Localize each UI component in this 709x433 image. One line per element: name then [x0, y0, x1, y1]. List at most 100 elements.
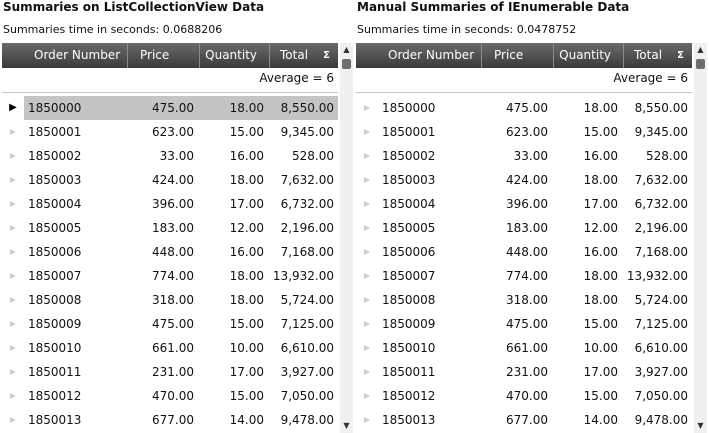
- cell-order-number: 1850006: [382, 245, 436, 259]
- cell-total: 7,632.00: [634, 173, 688, 187]
- table-row[interactable]: ▶ 1850011 231.00 17.00 3,927.00: [356, 360, 692, 384]
- cell-order-number: 1850006: [28, 245, 82, 259]
- cell-total: 528.00: [292, 149, 334, 163]
- vertical-scrollbar[interactable]: ▲ ▼: [694, 43, 707, 433]
- column-header-quantity[interactable]: Quantity: [554, 43, 624, 68]
- column-header-quantity[interactable]: Quantity: [200, 43, 270, 68]
- cell-total: 2,196.00: [280, 221, 334, 235]
- row-indicator-icon: ▶: [363, 271, 371, 280]
- vertical-scrollbar[interactable]: ▲ ▼: [340, 43, 353, 433]
- column-header-total[interactable]: Total Σ: [624, 43, 692, 68]
- cell-quantity: 16.00: [583, 245, 618, 259]
- table-row[interactable]: ▶ 1850007 774.00 18.00 13,932.00: [2, 264, 338, 288]
- row-indicator-icon: ▶: [363, 415, 371, 424]
- row-indicator-icon: ▶: [363, 367, 371, 376]
- cell-quantity: 18.00: [229, 269, 264, 283]
- cell-order-number: 1850008: [28, 293, 82, 307]
- table-row[interactable]: ▶ 1850012 470.00 15.00 7,050.00: [356, 384, 692, 408]
- table-row[interactable]: ▶ 1850010 661.00 10.00 6,610.00: [356, 336, 692, 360]
- cell-order-number: 1850007: [382, 269, 436, 283]
- row-indicator-icon: ▶: [363, 151, 371, 160]
- cell-order-number: 1850009: [28, 317, 82, 331]
- table-row[interactable]: ▶ 1850007 774.00 18.00 13,932.00: [356, 264, 692, 288]
- cell-total: 7,168.00: [280, 245, 334, 259]
- cell-order-number: 1850010: [28, 341, 82, 355]
- cell-total: 7,125.00: [634, 317, 688, 331]
- scroll-up-icon[interactable]: ▲: [343, 45, 350, 54]
- table-row[interactable]: ▶ 1850008 318.00 18.00 5,724.00: [2, 288, 338, 312]
- scrollbar-thumb[interactable]: [696, 59, 705, 69]
- column-header-price[interactable]: Price: [482, 43, 554, 68]
- cell-price: 661.00: [506, 341, 548, 355]
- scrollbar-thumb[interactable]: [342, 59, 351, 69]
- table-row[interactable]: ▶ 1850008 318.00 18.00 5,724.00: [356, 288, 692, 312]
- cell-quantity: 16.00: [583, 149, 618, 163]
- table-row[interactable]: ▶ 1850013 677.00 14.00 9,478.00: [2, 408, 338, 432]
- table-row[interactable]: ▶ 1850000 475.00 18.00 8,550.00: [2, 96, 338, 120]
- cell-order-number: 1850005: [28, 221, 82, 235]
- table-row[interactable]: ▶ 1850004 396.00 17.00 6,732.00: [2, 192, 338, 216]
- column-header-order-number[interactable]: Order Number: [378, 43, 482, 68]
- column-header-order-number[interactable]: Order Number: [24, 43, 128, 68]
- cell-total: 9,345.00: [634, 125, 688, 139]
- row-indicator-icon: ▶: [9, 295, 17, 304]
- average-summary: Average = 6: [613, 71, 688, 85]
- row-indicator-icon: ▶: [9, 102, 17, 113]
- row-indicator-icon: ▶: [9, 199, 17, 208]
- cell-quantity: 15.00: [583, 125, 618, 139]
- cell-quantity: 12.00: [229, 221, 264, 235]
- cell-quantity: 15.00: [229, 125, 264, 139]
- cell-total: 5,724.00: [634, 293, 688, 307]
- cell-total: 9,478.00: [280, 413, 334, 427]
- cell-quantity: 14.00: [583, 413, 618, 427]
- table-row[interactable]: ▶ 1850002 33.00 16.00 528.00: [2, 144, 338, 168]
- cell-price: 448.00: [152, 245, 194, 259]
- summary-time-label: Summaries time in seconds: 0.0688206: [3, 23, 223, 36]
- table-row[interactable]: ▶ 1850012 470.00 15.00 7,050.00: [2, 384, 338, 408]
- table-row[interactable]: ▶ 1850001 623.00 15.00 9,345.00: [2, 120, 338, 144]
- column-header-total[interactable]: Total Σ: [270, 43, 338, 68]
- cell-order-number: 1850000: [382, 101, 436, 115]
- sigma-icon: Σ: [323, 50, 330, 61]
- column-header-price[interactable]: Price: [128, 43, 200, 68]
- table-row[interactable]: ▶ 1850001 623.00 15.00 9,345.00: [356, 120, 692, 144]
- row-indicator-icon: ▶: [9, 415, 17, 424]
- cell-total: 6,732.00: [634, 197, 688, 211]
- table-row[interactable]: ▶ 1850005 183.00 12.00 2,196.00: [356, 216, 692, 240]
- scroll-up-icon[interactable]: ▲: [697, 45, 704, 54]
- cell-total: 13,932.00: [626, 269, 688, 283]
- cell-price: 424.00: [152, 173, 194, 187]
- cell-price: 231.00: [506, 365, 548, 379]
- scroll-down-icon[interactable]: ▼: [697, 421, 704, 430]
- table-row[interactable]: ▶ 1850003 424.00 18.00 7,632.00: [356, 168, 692, 192]
- cell-order-number: 1850008: [382, 293, 436, 307]
- data-grid[interactable]: Order Number Price Quantity Total Σ Aver…: [2, 43, 338, 433]
- cell-price: 677.00: [506, 413, 548, 427]
- row-indicator-icon: ▶: [9, 247, 17, 256]
- table-row[interactable]: ▶ 1850004 396.00 17.00 6,732.00: [356, 192, 692, 216]
- table-row[interactable]: ▶ 1850005 183.00 12.00 2,196.00: [2, 216, 338, 240]
- row-indicator-icon: ▶: [363, 199, 371, 208]
- cell-quantity: 15.00: [583, 389, 618, 403]
- table-row[interactable]: ▶ 1850009 475.00 15.00 7,125.00: [2, 312, 338, 336]
- table-row[interactable]: ▶ 1850009 475.00 15.00 7,125.00: [356, 312, 692, 336]
- table-row[interactable]: ▶ 1850000 475.00 18.00 8,550.00: [356, 96, 692, 120]
- table-row[interactable]: ▶ 1850013 677.00 14.00 9,478.00: [356, 408, 692, 432]
- cell-quantity: 18.00: [229, 173, 264, 187]
- table-row[interactable]: ▶ 1850006 448.00 16.00 7,168.00: [2, 240, 338, 264]
- table-row[interactable]: ▶ 1850002 33.00 16.00 528.00: [356, 144, 692, 168]
- cell-price: 183.00: [506, 221, 548, 235]
- table-row[interactable]: ▶ 1850010 661.00 10.00 6,610.00: [2, 336, 338, 360]
- table-row[interactable]: ▶ 1850006 448.00 16.00 7,168.00: [356, 240, 692, 264]
- cell-order-number: 1850004: [382, 197, 436, 211]
- cell-price: 470.00: [506, 389, 548, 403]
- cell-quantity: 18.00: [583, 293, 618, 307]
- table-row[interactable]: ▶ 1850003 424.00 18.00 7,632.00: [2, 168, 338, 192]
- cell-order-number: 1850013: [28, 413, 82, 427]
- scroll-down-icon[interactable]: ▼: [343, 421, 350, 430]
- data-grid[interactable]: Order Number Price Quantity Total Σ Aver…: [356, 43, 692, 433]
- table-row[interactable]: ▶ 1850011 231.00 17.00 3,927.00: [2, 360, 338, 384]
- cell-price: 396.00: [506, 197, 548, 211]
- cell-total: 9,478.00: [634, 413, 688, 427]
- grid-header: Order Number Price Quantity Total Σ: [356, 43, 692, 68]
